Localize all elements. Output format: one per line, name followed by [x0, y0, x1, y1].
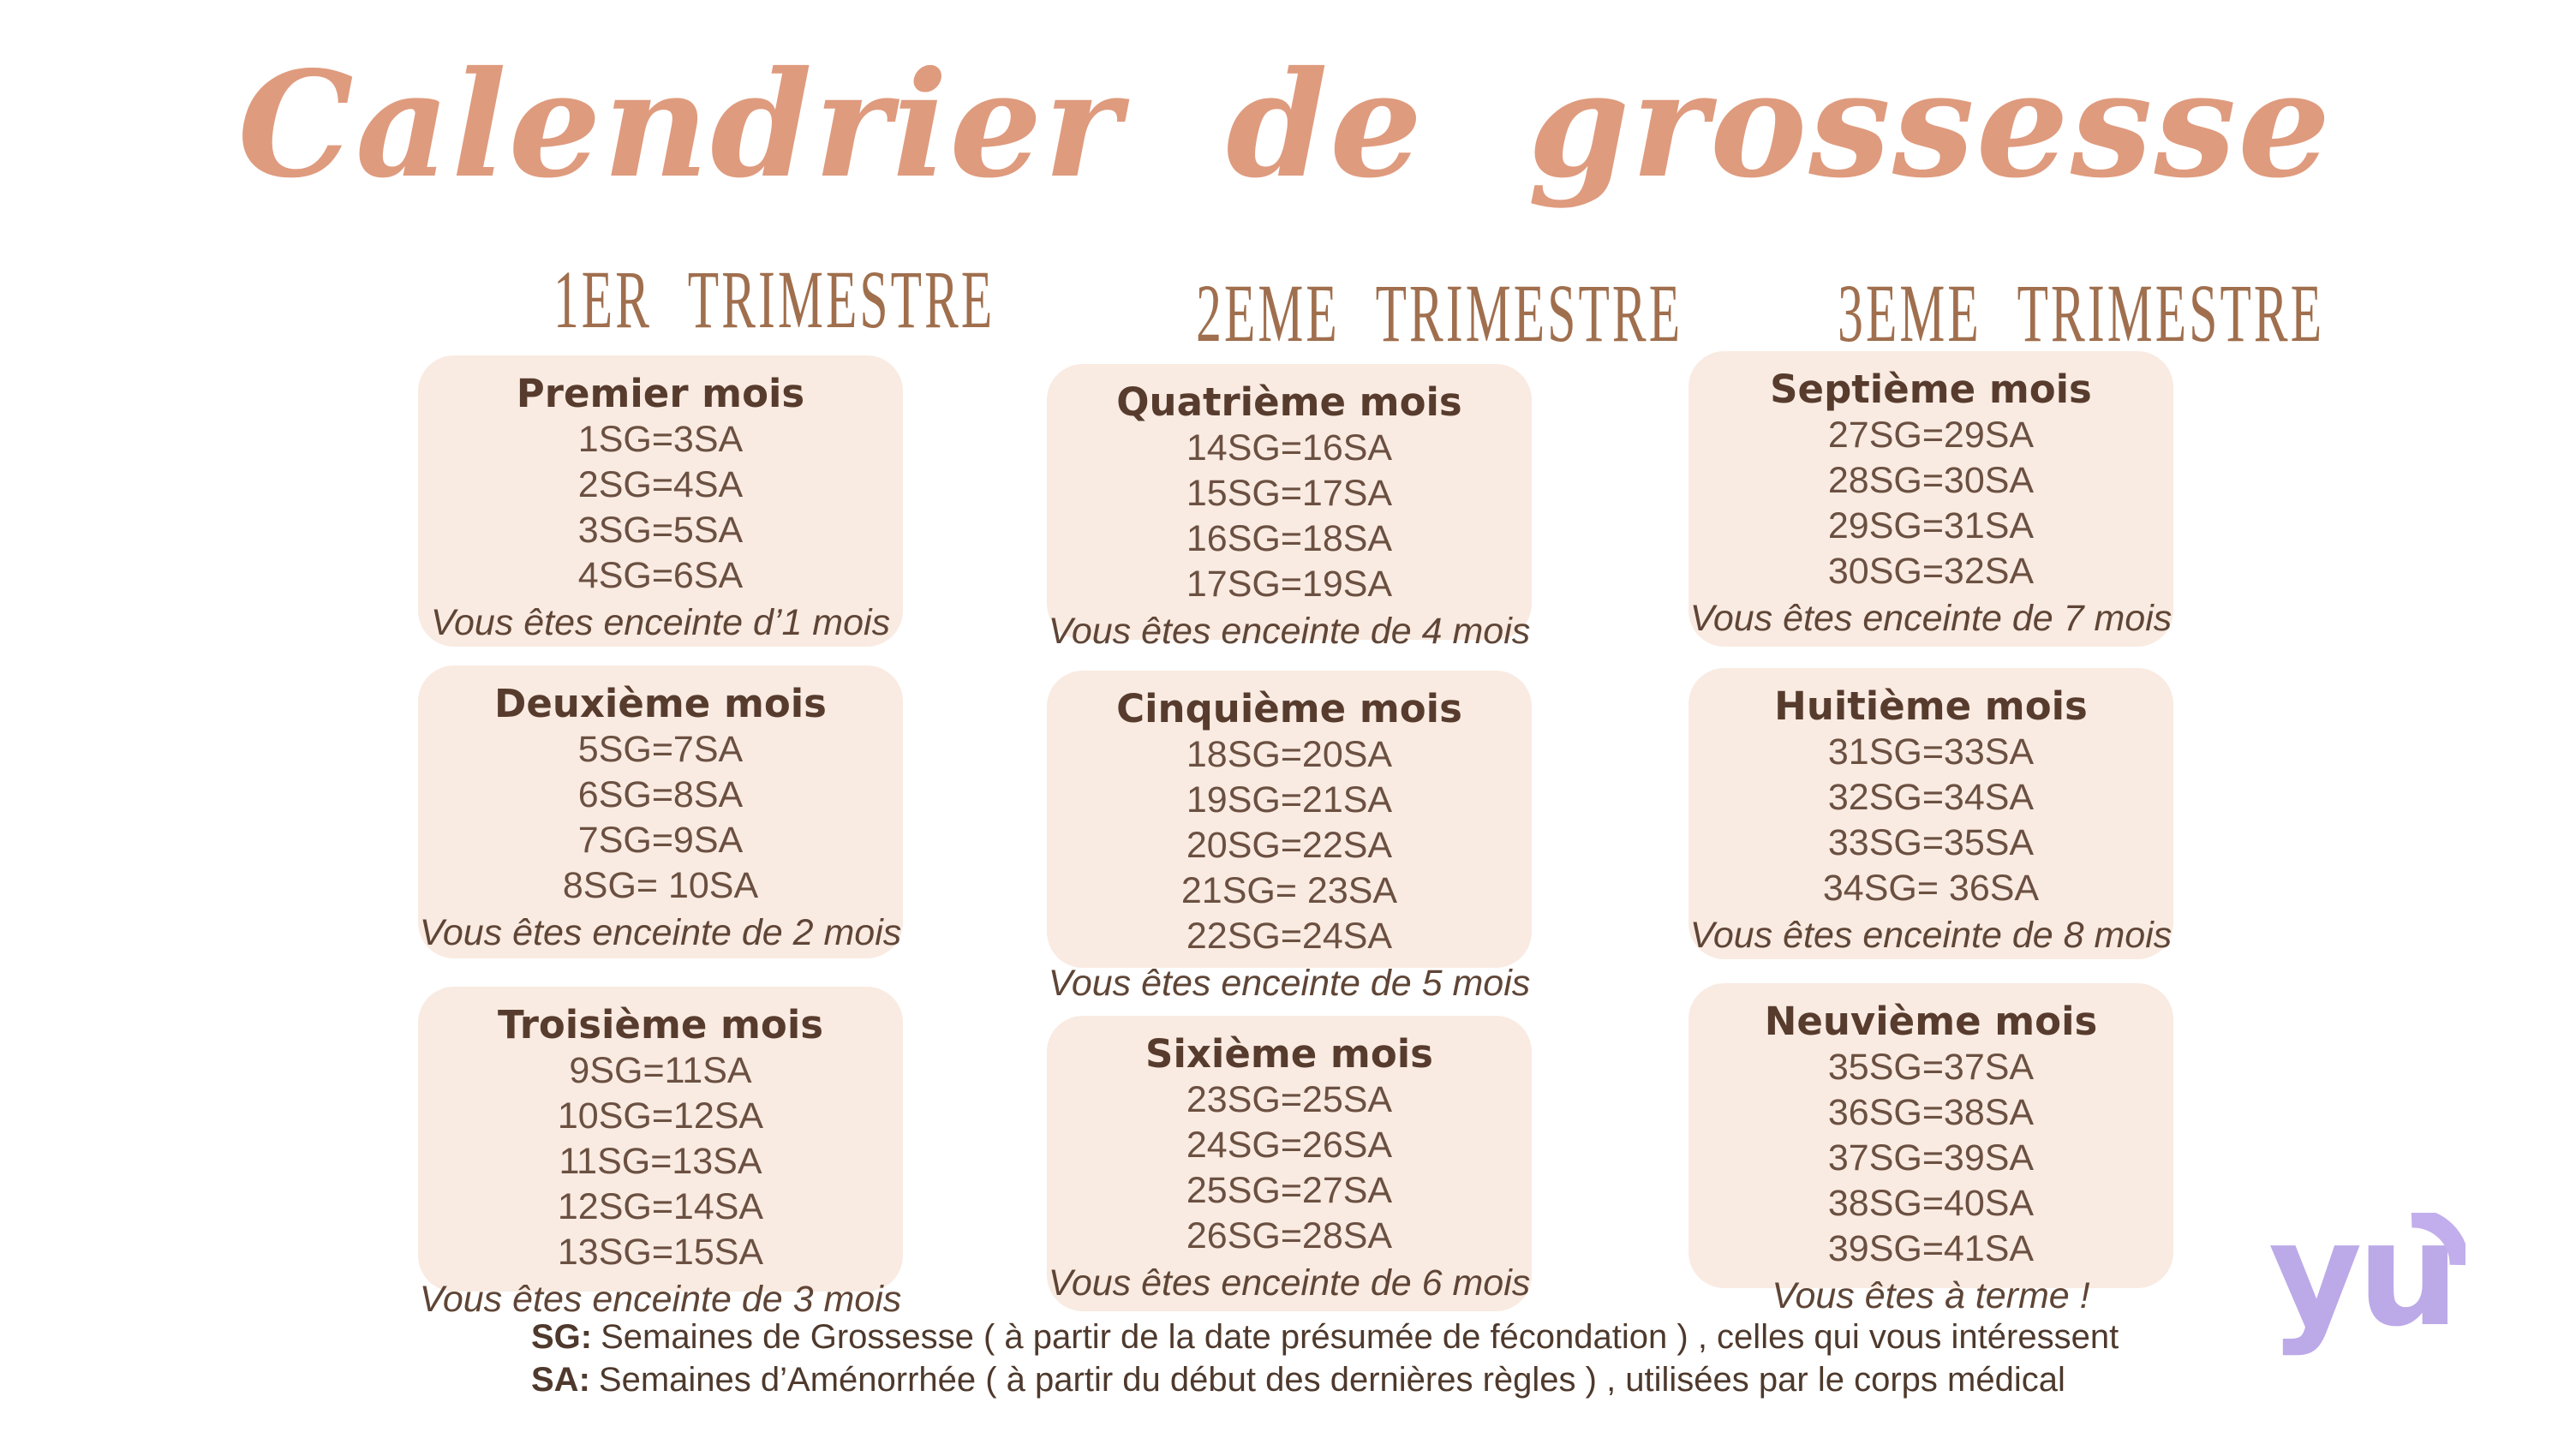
trimester-header-2: 2EME TRIMESTRE: [1196, 267, 1683, 359]
month-card-premier: Premier mois 1SG=3SA 2SG=4SA 3SG=5SA 4SG…: [418, 355, 903, 647]
sg-line: 11SG=13SA: [559, 1141, 762, 1182]
card-note: Vous êtes enceinte de 4 mois: [1048, 611, 1531, 652]
sg-line: 37SG=39SA: [1827, 1137, 2035, 1179]
sg-line: 32SG=34SA: [1827, 777, 2035, 818]
sg-line: 36SG=38SA: [1827, 1092, 2035, 1133]
page-title: Calendrier de grossesse: [237, 39, 2333, 211]
sg-line: 17SG=19SA: [1186, 564, 1393, 605]
card-note: Vous êtes enceinte de 3 mois: [419, 1279, 902, 1320]
sg-line: 22SG=24SA: [1186, 916, 1393, 957]
legend-label-sg: SG:: [531, 1318, 593, 1356]
yu-logo-text: yu: [2268, 1190, 2459, 1358]
yu-logo: yu: [2268, 1202, 2508, 1399]
sg-line: 6SG=8SA: [577, 774, 744, 815]
sg-line: 9SG=11SA: [569, 1050, 752, 1091]
month-card-troisieme: Troisième mois 9SG=11SA 10SG=12SA 11SG=1…: [418, 987, 903, 1320]
card-title: Sixième mois: [1145, 1031, 1433, 1077]
sg-line: 38SG=40SA: [1827, 1183, 2035, 1224]
trimester-header-1: 1ER TRIMESTRE: [553, 254, 995, 345]
sg-line: 3SG=5SA: [577, 510, 744, 551]
sg-line: 14SG=16SA: [1186, 427, 1393, 468]
legend-text-sg: Semaines de Grossesse ( à partir de la d…: [601, 1318, 2119, 1356]
card-title: Premier mois: [516, 371, 805, 416]
card-title: Cinquième mois: [1116, 686, 1462, 731]
legend: SG: Semaines de Grossesse ( à partir de l…: [531, 1316, 2119, 1401]
month-card-neuvieme: Neuvième mois 35SG=37SA 36SG=38SA 37SG=3…: [1688, 983, 2173, 1316]
card-title: Deuxième mois: [494, 681, 827, 726]
card-note: Vous êtes enceinte de 7 mois: [1689, 598, 2173, 639]
sg-line: 7SG=9SA: [577, 820, 744, 861]
sg-line: 1SG=3SA: [577, 419, 744, 460]
trimester-header-3: 3EME TRIMESTRE: [1838, 267, 2325, 359]
sg-line: 4SG=6SA: [577, 555, 744, 596]
sg-line: 18SG=20SA: [1186, 734, 1393, 775]
sg-line: 21SG= 23SA: [1180, 870, 1398, 911]
month-card-cinquieme: Cinquième mois 18SG=20SA 19SG=21SA 20SG=…: [1047, 671, 1532, 1004]
sg-line: 16SG=18SA: [1186, 518, 1393, 559]
card-note: Vous êtes enceinte de 6 mois: [1048, 1262, 1531, 1304]
card-title: Huitième mois: [1774, 683, 2088, 729]
sg-line: 31SG=33SA: [1827, 731, 2035, 773]
card-title: Septième mois: [1770, 367, 2092, 412]
card-note: Vous êtes enceinte de 2 mois: [419, 912, 902, 953]
card-note: Vous êtes enceinte de 5 mois: [1048, 963, 1531, 1004]
sg-line: 34SG= 36SA: [1822, 868, 2040, 909]
month-card-septieme: Septième mois 27SG=29SA 28SG=30SA 29SG=3…: [1688, 351, 2173, 647]
sg-line: 8SG= 10SA: [562, 865, 759, 906]
card-note: Vous êtes à terme !: [1772, 1275, 2090, 1316]
sg-line: 5SG=7SA: [577, 729, 744, 770]
sg-line: 39SG=41SA: [1827, 1228, 2035, 1269]
sg-line: 27SG=29SA: [1827, 415, 2035, 456]
legend-line-sg: SG: Semaines de Grossesse ( à partir de l…: [531, 1316, 2119, 1358]
sg-line: 10SG=12SA: [557, 1095, 764, 1137]
sg-line: 28SG=30SA: [1827, 460, 2035, 501]
sg-line: 20SG=22SA: [1186, 825, 1393, 866]
sg-line: 15SG=17SA: [1186, 473, 1393, 514]
legend-label-sa: SA:: [531, 1361, 590, 1399]
legend-line-sa: SA: Semaines d’Aménorrhée ( à partir du d…: [531, 1358, 2119, 1401]
sg-line: 35SG=37SA: [1827, 1047, 2035, 1088]
month-card-quatrieme: Quatrième mois 14SG=16SA 15SG=17SA 16SG=…: [1047, 364, 1532, 652]
month-card-sixieme: Sixième mois 23SG=25SA 24SG=26SA 25SG=27…: [1047, 1016, 1532, 1311]
sg-line: 13SG=15SA: [557, 1232, 764, 1273]
sg-line: 25SG=27SA: [1186, 1170, 1393, 1211]
month-card-huitieme: Huitième mois 31SG=33SA 32SG=34SA 33SG=3…: [1688, 668, 2173, 959]
sg-line: 19SG=21SA: [1186, 779, 1393, 820]
sg-line: 26SG=28SA: [1186, 1215, 1393, 1256]
legend-text-sa: Semaines d’Aménorrhée ( à partir du débu…: [598, 1361, 2065, 1399]
sg-line: 29SG=31SA: [1827, 505, 2035, 546]
sg-line: 12SG=14SA: [557, 1186, 764, 1227]
card-title: Quatrième mois: [1116, 379, 1462, 425]
card-title: Neuvième mois: [1764, 999, 2098, 1044]
card-note: Vous êtes enceinte d’1 mois: [430, 602, 891, 643]
sg-line: 23SG=25SA: [1186, 1079, 1393, 1120]
sg-line: 2SG=4SA: [577, 464, 744, 505]
sg-line: 33SG=35SA: [1827, 822, 2035, 863]
sg-line: 30SG=32SA: [1827, 551, 2035, 592]
card-title: Troisième mois: [497, 1002, 824, 1047]
logo-arc-icon: [2411, 1213, 2465, 1266]
month-card-deuxieme: Deuxième mois 5SG=7SA 6SG=8SA 7SG=9SA 8S…: [418, 665, 903, 958]
sg-line: 24SG=26SA: [1186, 1125, 1393, 1166]
card-note: Vous êtes enceinte de 8 mois: [1689, 915, 2173, 956]
